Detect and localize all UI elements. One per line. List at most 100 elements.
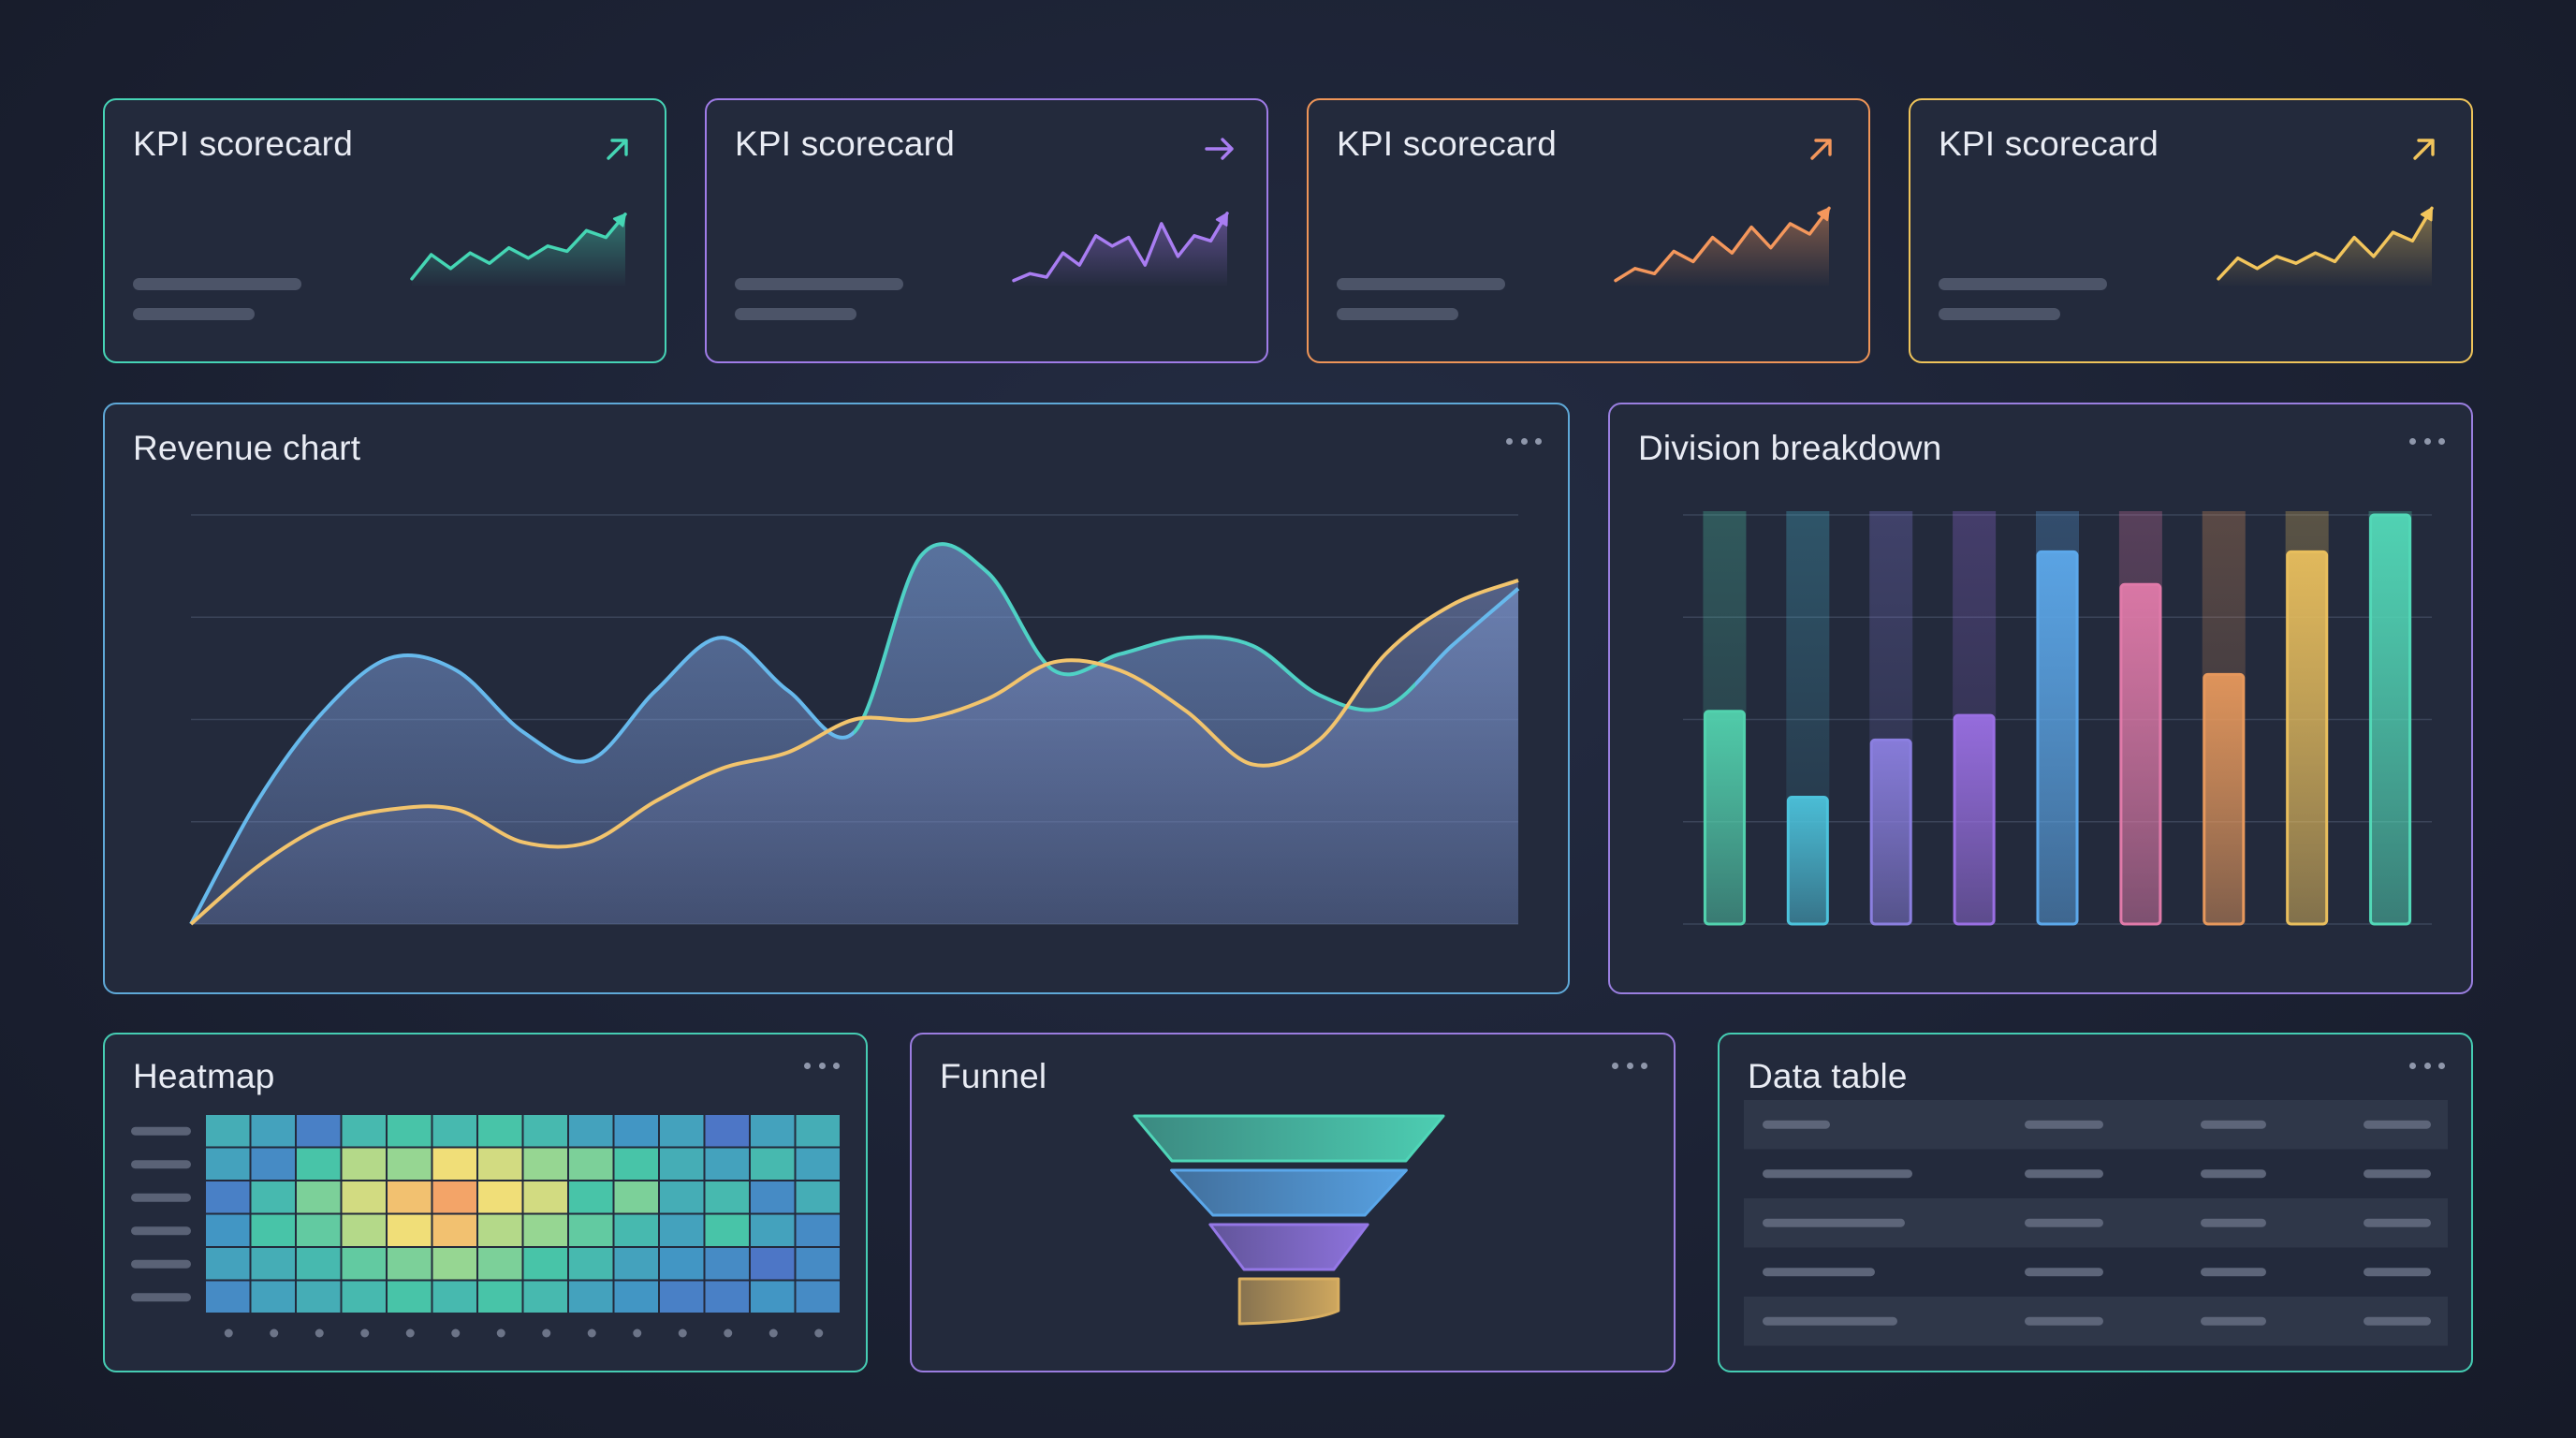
heatmap-cell [206,1248,250,1280]
heatmap-cell [432,1115,476,1147]
table-cell-placeholder [2364,1268,2431,1277]
more-dots-icon[interactable] [2409,429,2445,453]
kpi-title: KPI scorecard [735,125,955,163]
more-dots-icon[interactable] [1612,1053,1647,1078]
heatmap-cell [342,1115,386,1147]
up-right-arrow-icon[interactable] [2408,132,2441,166]
kpi-title: KPI scorecard [133,125,353,163]
series-b-line [189,579,1519,926]
row-label-placeholder [131,1126,191,1136]
heatmap-cell [342,1148,386,1180]
heatmap-cell [660,1181,704,1213]
table-cell-placeholder [1763,1218,1905,1227]
kpi-card-1[interactable]: KPI scorecard [103,98,666,363]
column-label-dot [270,1328,279,1338]
sparkline-arrowhead [612,213,626,227]
heatmap-cell [523,1214,567,1246]
row-label-placeholder [131,1293,191,1302]
heatmap-cell [569,1181,613,1213]
table-cell-placeholder [1763,1120,1830,1129]
table-cell-placeholder [2025,1169,2103,1179]
kpi-sparkline [1012,212,1229,287]
heatmap-cell [569,1281,613,1313]
heatmap-cell [705,1281,749,1313]
funnel-stage [1170,1168,1408,1217]
heatmap-cell [705,1181,749,1213]
table-cell-placeholder [1763,1268,1875,1277]
sparkline-arrowhead [1215,212,1228,227]
heatmap-grid [131,1115,840,1338]
sparkline-line [2217,206,2434,281]
heatmap-cell [342,1181,386,1213]
heatmap-cell [297,1148,341,1180]
more-dots-icon[interactable] [2409,1053,2445,1078]
heatmap-cell [751,1248,795,1280]
heatmap-cell [432,1214,476,1246]
heatmap-cell [478,1148,522,1180]
heatmap-cell [614,1115,658,1147]
table-cell-placeholder [2364,1316,2431,1326]
heatmap-cell [297,1214,341,1246]
data-table [1744,1100,2448,1346]
right-arrow-icon[interactable] [1203,132,1237,166]
heatmap-cell [523,1181,567,1213]
heatmap-cell [251,1115,295,1147]
series-a-line [189,636,854,925]
heatmap-cell [660,1248,704,1280]
kpi-title: KPI scorecard [1939,125,2159,163]
heatmap-cell [206,1281,250,1313]
heatmap-cell [297,1115,341,1147]
heatmap-cell [705,1248,749,1280]
row-label-placeholder [131,1226,191,1236]
kpi-card-4[interactable]: KPI scorecard [1909,98,2473,363]
column-label-dot [405,1328,415,1338]
column-label-dot [451,1328,461,1338]
heatmap-cell [478,1281,522,1313]
heatmap-cell [432,1248,476,1280]
bar [2119,582,2162,926]
kpi-placeholder-line [133,308,255,320]
heatmap-cell [796,1248,840,1280]
heatmap-cell [432,1281,476,1313]
more-dots-icon[interactable] [1506,429,1542,453]
heatmap-cell [796,1281,840,1313]
heatmap-cell [523,1281,567,1313]
heatmap-cell [342,1281,386,1313]
bar [1703,710,1746,926]
column-label-dot [542,1328,551,1338]
heatmap-cell [523,1115,567,1147]
kpi-card-2[interactable]: KPI scorecard [705,98,1268,363]
sparkline-line [1614,206,1831,283]
kpi-placeholder-line [133,278,301,290]
heatmap-cell [342,1214,386,1246]
heatmap-cell [796,1148,840,1180]
row-label-placeholder [131,1193,191,1202]
column-label-dot [724,1328,733,1338]
heatmap-cell [478,1115,522,1147]
heatmap-cell [206,1115,250,1147]
heatmap-cell [569,1248,613,1280]
panel-title: Heatmap [133,1057,275,1095]
heatmap-panel: Heatmap [103,1033,868,1372]
kpi-card-3[interactable]: KPI scorecard [1307,98,1870,363]
sparkline-line [1012,212,1229,283]
heatmap-cell [478,1214,522,1246]
bar [2036,550,2079,926]
up-right-arrow-icon[interactable] [601,132,635,166]
sparkline-area [1616,208,1829,287]
heatmap-cell [388,1214,432,1246]
bar [1953,713,1996,926]
heatmap-cell [478,1181,522,1213]
heatmap-cell [206,1148,250,1180]
heatmap-cell [660,1115,704,1147]
heatmap-cell [751,1214,795,1246]
sparkline-area [1014,213,1227,287]
heatmap-cell [388,1281,432,1313]
heatmap-cell [388,1148,432,1180]
bar [2286,550,2329,926]
more-dots-icon[interactable] [804,1053,840,1078]
funnel-chart [1133,1114,1445,1326]
kpi-placeholder-line [735,308,856,320]
up-right-arrow-icon[interactable] [1805,132,1838,166]
heatmap-cell [569,1148,613,1180]
